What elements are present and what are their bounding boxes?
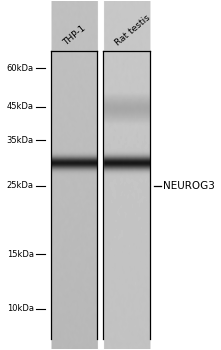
Text: 60kDa: 60kDa <box>7 64 34 72</box>
Text: 15kDa: 15kDa <box>7 250 34 259</box>
Text: NEUROG3: NEUROG3 <box>163 181 215 191</box>
Text: 35kDa: 35kDa <box>7 136 34 145</box>
Text: 10kDa: 10kDa <box>7 304 34 313</box>
Text: 25kDa: 25kDa <box>7 181 34 190</box>
Text: THP-1: THP-1 <box>61 24 87 48</box>
Text: Rat testis: Rat testis <box>114 13 152 48</box>
Text: 45kDa: 45kDa <box>7 102 34 111</box>
